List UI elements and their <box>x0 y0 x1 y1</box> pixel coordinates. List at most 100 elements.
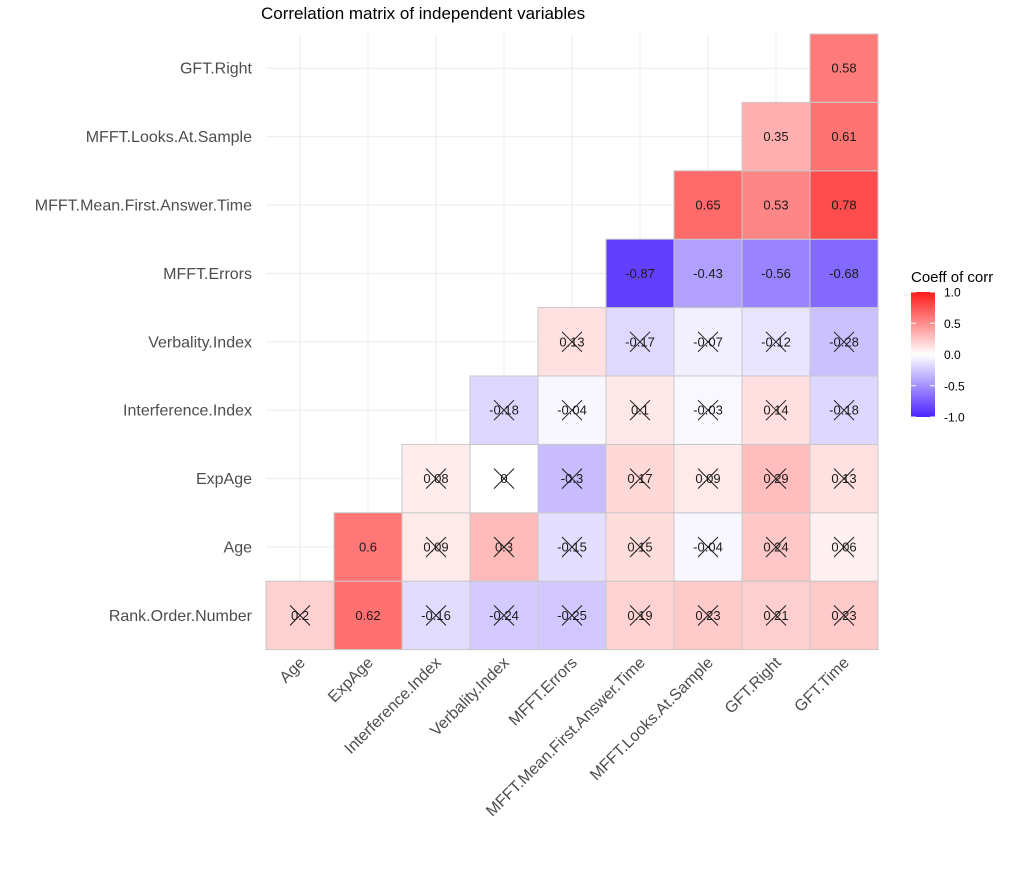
cell-value-label: 0.58 <box>831 61 856 76</box>
insignificant-cross-mark <box>561 468 583 489</box>
y-tick-label: Rank.Order.Number <box>109 608 253 625</box>
heatmap-cell: -0.3 <box>537 443 607 514</box>
heatmap-cell: 0.2 <box>265 580 335 651</box>
insignificant-cross-mark <box>833 331 855 353</box>
insignificant-cross-mark <box>561 605 583 626</box>
legend-tick-label: -0.5 <box>944 379 965 393</box>
heatmap-cell: -0.12 <box>741 307 811 377</box>
cell-rect <box>809 33 879 103</box>
insignificant-cross-mark <box>561 536 583 558</box>
heatmap-cell: 0.35 <box>741 101 811 172</box>
cell-value-label: 0.62 <box>355 608 380 623</box>
legend: Coeff of corr 1.0 0.5 0.0 -0.5 -1.0 <box>911 269 993 425</box>
cell-value-label: 0.53 <box>763 198 788 213</box>
heatmap-cell: 0.78 <box>809 170 879 240</box>
heatmap-cell: -0.07 <box>673 307 743 377</box>
heatmap-cell: 0.6 <box>333 512 403 582</box>
cell-value-label: 0.35 <box>763 129 788 144</box>
legend-tick-label: -1.0 <box>944 411 965 425</box>
heatmap-cell: 0.17 <box>605 443 675 514</box>
cell-rect <box>333 580 403 651</box>
cell-rect <box>809 101 879 172</box>
heatmap-cell: 0.24 <box>741 512 811 582</box>
insignificant-cross-mark <box>697 399 719 421</box>
insignificant-cross-mark <box>833 468 855 489</box>
insignificant-cross-mark <box>765 399 787 421</box>
heatmap-cells: 0.20.62-0.16-0.24-0.250.190.230.210.230.… <box>265 33 879 651</box>
heatmap-cell: -0.03 <box>673 375 743 445</box>
cell-value-label: 0.65 <box>695 198 720 213</box>
heatmap-cell: -0.16 <box>401 580 471 651</box>
heatmap-cell: -0.28 <box>809 307 879 377</box>
insignificant-cross-mark <box>629 468 651 489</box>
heatmap-cell: -0.04 <box>673 512 743 582</box>
heatmap-cell: 0.23 <box>809 580 879 651</box>
x-tick-label: GFT.Right <box>722 654 785 717</box>
legend-tick-label: 0.5 <box>944 317 961 331</box>
heatmap-cell: 0.08 <box>401 443 471 514</box>
cell-rect <box>741 307 811 377</box>
insignificant-cross-mark <box>697 536 719 558</box>
heatmap-cell: 0.15 <box>605 512 675 582</box>
insignificant-cross-mark <box>629 331 651 353</box>
insignificant-cross-mark <box>697 605 719 626</box>
cell-value-label: 0.6 <box>359 540 377 555</box>
heatmap-cell: 0.1 <box>605 375 675 445</box>
legend-tick-label: 0.0 <box>944 348 961 362</box>
y-tick-label: MFFT.Mean.First.Answer.Time <box>35 198 252 215</box>
heatmap-cell: 0.06 <box>809 512 879 582</box>
heatmap-cell: 0.62 <box>333 580 403 651</box>
cell-value-label: -0.56 <box>761 266 791 281</box>
legend-title: Coeff of corr <box>911 269 993 286</box>
heatmap-cell: 0.21 <box>741 580 811 651</box>
y-tick-label: Interference.Index <box>123 403 252 420</box>
chart-title: Correlation matrix of independent variab… <box>261 4 585 23</box>
y-tick-label: MFFT.Errors <box>163 266 252 283</box>
legend-tick-label: 1.0 <box>944 286 961 300</box>
y-tick-label: Age <box>224 540 253 557</box>
x-axis-labels: Age ExpAgeInterference.IndexVerbality.Ind… <box>277 654 853 820</box>
heatmap-cell: 0.19 <box>605 580 675 651</box>
cell-rect <box>809 238 879 309</box>
insignificant-cross-mark <box>765 468 787 489</box>
insignificant-cross-mark <box>833 536 855 558</box>
cell-rect <box>673 238 743 309</box>
insignificant-cross-mark <box>425 605 447 626</box>
heatmap-cell: 0.61 <box>809 101 879 172</box>
heatmap-cell: 0 <box>469 443 539 514</box>
cell-value-label: -0.68 <box>829 266 859 281</box>
insignificant-cross-mark <box>493 399 515 421</box>
heatmap-cell: -0.15 <box>537 512 607 582</box>
heatmap-cell: 0.09 <box>401 512 471 582</box>
x-tick-label: MFFT.Errors <box>506 654 581 729</box>
cell-value-label: -0.43 <box>693 266 723 281</box>
heatmap-cell: -0.04 <box>537 375 607 445</box>
heatmap-cell: -0.56 <box>741 238 811 309</box>
heatmap-cell: 0.53 <box>741 170 811 240</box>
heatmap-cell: -0.43 <box>673 238 743 309</box>
x-tick-label: ExpAge <box>325 654 377 706</box>
heatmap-cell: -0.68 <box>809 238 879 309</box>
insignificant-cross-mark <box>697 468 719 489</box>
heatmap-cell: 0.29 <box>741 443 811 514</box>
cell-rect <box>741 170 811 240</box>
y-tick-label: ExpAge <box>196 471 252 488</box>
cell-rect <box>741 101 811 172</box>
heatmap-cell: -0.87 <box>605 238 675 309</box>
insignificant-cross-mark <box>561 399 583 421</box>
insignificant-cross-mark <box>629 536 651 558</box>
insignificant-cross-mark <box>561 331 583 353</box>
y-tick-label: GFT.Right <box>180 61 253 78</box>
legend-ticks: 1.0 0.5 0.0 -0.5 -1.0 <box>911 286 965 425</box>
insignificant-cross-mark <box>493 536 515 558</box>
x-tick-label: GFT.Time <box>792 654 853 715</box>
insignificant-cross-mark <box>493 468 515 489</box>
cell-value-label: -0.87 <box>625 266 655 281</box>
insignificant-cross-mark <box>765 536 787 558</box>
heatmap-cell: 0.13 <box>809 443 879 514</box>
insignificant-cross-mark <box>425 468 447 489</box>
heatmap-cell: 0.23 <box>673 580 743 651</box>
insignificant-cross-mark <box>765 605 787 626</box>
heatmap-cell: 0.3 <box>469 512 539 582</box>
insignificant-cross-mark <box>289 605 311 626</box>
